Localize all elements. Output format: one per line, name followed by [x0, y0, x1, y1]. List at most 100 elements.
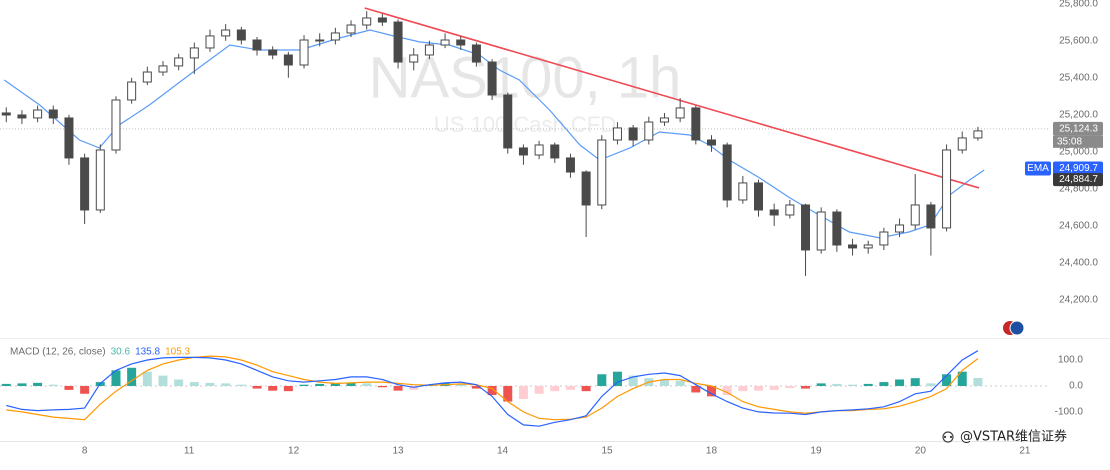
candle-body	[330, 32, 340, 41]
y-tick-label: 24,800.0	[1059, 184, 1098, 195]
y-tick-label: 24,200.0	[1059, 295, 1098, 306]
histogram-bar	[518, 385, 528, 399]
footer-text: @VSTAR维信证券	[960, 429, 1067, 445]
x-tick-label: 8	[82, 446, 88, 457]
histogram-bar	[597, 374, 607, 386]
candle-body	[471, 44, 481, 63]
candle-body	[942, 149, 952, 229]
candle-body	[268, 49, 278, 56]
x-tick-label: 20	[915, 446, 927, 457]
candle-body	[393, 21, 403, 63]
x-tick-label: 12	[288, 446, 300, 457]
histogram-bar	[315, 383, 325, 386]
candle-body	[769, 209, 779, 216]
histogram-bar	[691, 385, 701, 393]
countdown-label: 35:08	[1057, 136, 1082, 147]
histogram-bar	[236, 384, 246, 386]
candle-body	[409, 54, 419, 63]
candle-body	[675, 107, 685, 119]
histogram-bar	[957, 371, 967, 386]
footer-icon	[942, 431, 954, 443]
last-price-box	[1053, 121, 1103, 136]
candle-body	[252, 39, 262, 51]
histogram-bar	[503, 385, 513, 402]
histogram-bar	[64, 385, 74, 390]
histogram-bar	[48, 384, 58, 386]
candle-body	[691, 107, 701, 141]
histogram-bar	[330, 383, 340, 386]
candle-body	[127, 81, 137, 101]
last-price-label: 25,124.3	[1059, 123, 1098, 134]
y-tick-label: 25,400.0	[1059, 72, 1098, 83]
candle-body	[205, 35, 215, 49]
histogram-bar	[612, 371, 622, 386]
macd-line	[6, 350, 979, 427]
candle-body	[628, 127, 638, 141]
candle-body	[424, 44, 434, 56]
x-tick-label: 14	[497, 446, 509, 457]
histogram-bar	[268, 385, 278, 391]
histogram-bar	[754, 385, 764, 391]
macd-legend-value: 135.8	[135, 347, 160, 358]
candle-body	[17, 114, 27, 119]
candle-body	[612, 127, 622, 141]
histogram-bar	[675, 380, 685, 386]
level-label: 24,884.7	[1059, 174, 1098, 185]
candle-body	[973, 130, 983, 139]
candle-body	[283, 54, 293, 66]
histogram-bar	[722, 385, 732, 396]
level-box	[1053, 173, 1103, 187]
y-tick-label: 25,600.0	[1059, 35, 1098, 46]
candle-body	[785, 204, 795, 216]
histogram-bar	[80, 385, 90, 394]
candle-body	[957, 137, 967, 151]
histogram-bar	[299, 384, 309, 386]
histogram-bar	[832, 383, 842, 386]
histogram-bar	[456, 383, 466, 386]
y-tick-label: 25,200.0	[1059, 109, 1098, 120]
histogram-bar	[377, 385, 387, 388]
candle-body	[503, 94, 513, 149]
histogram-bar	[174, 379, 184, 386]
x-tick-label: 15	[601, 446, 613, 457]
trendline	[364, 7, 980, 189]
histogram-bar	[926, 383, 936, 386]
candle-body	[377, 17, 387, 23]
candle-body	[362, 17, 372, 26]
histogram-bar	[362, 383, 372, 386]
histogram-bar	[127, 367, 137, 386]
histogram-bar	[895, 379, 905, 386]
candle-body	[95, 149, 105, 211]
candle-body	[221, 29, 231, 37]
candle-body	[722, 144, 732, 201]
watermark-subtitle: US 100 Cash CFD	[434, 112, 616, 137]
histogram-bar	[393, 385, 403, 391]
histogram-bar	[1, 383, 11, 386]
candle-body	[738, 182, 748, 201]
candle-body	[64, 117, 74, 159]
histogram-bar	[471, 385, 481, 389]
candle-body	[1, 112, 11, 116]
candle-body	[832, 211, 842, 246]
histogram-bar	[910, 378, 920, 386]
y-tick-label: 0.0	[1069, 381, 1083, 392]
histogram-bar	[283, 385, 293, 392]
histogram-bar	[221, 383, 231, 386]
candle-body	[456, 39, 466, 46]
candle-body	[174, 57, 184, 67]
histogram-bar	[142, 371, 152, 386]
histogram-bar	[17, 383, 27, 386]
candle-body	[346, 24, 356, 34]
y-tick-label: 24,600.0	[1059, 221, 1098, 232]
ema-line	[3, 29, 985, 239]
histogram-bar	[879, 382, 889, 386]
candle-body	[518, 147, 528, 156]
x-tick-label: 19	[810, 446, 822, 457]
histogram-bar	[973, 378, 983, 386]
y-tick-label: -100.0	[1055, 407, 1084, 418]
histogram-bar	[346, 382, 356, 386]
candle-body	[550, 144, 560, 159]
histogram-bar	[487, 385, 497, 396]
